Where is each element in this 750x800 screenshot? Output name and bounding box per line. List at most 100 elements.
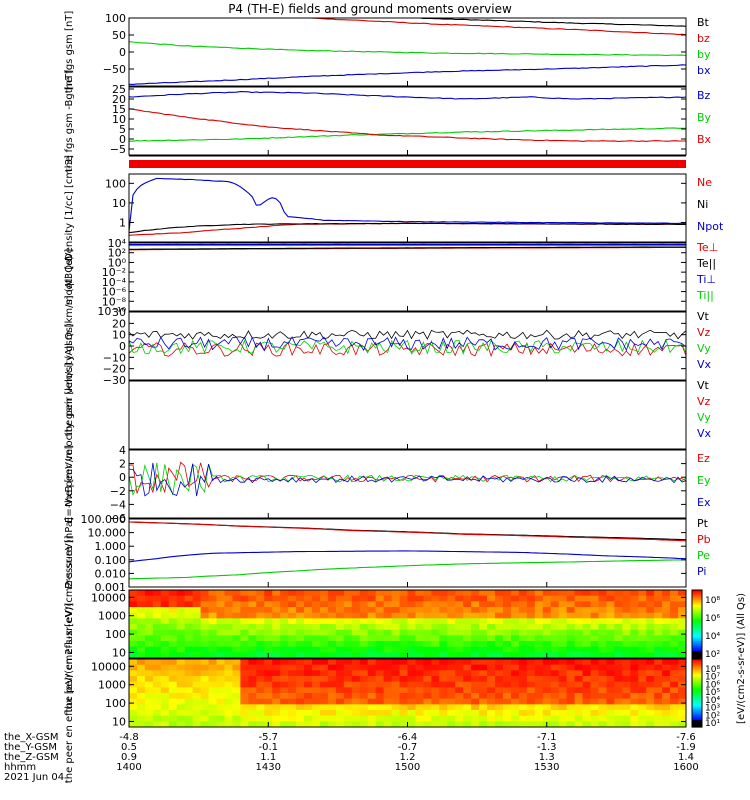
heatmap-cell xyxy=(534,704,544,711)
heatmap-cell xyxy=(351,607,361,614)
heatmap-cell xyxy=(383,652,393,658)
heatmap-cell xyxy=(264,676,273,683)
heatmap-cell xyxy=(606,624,615,631)
heatmap-cell xyxy=(319,590,329,597)
heatmap-cell xyxy=(614,659,623,666)
heatmap-cell xyxy=(431,607,440,614)
heatmap-cell xyxy=(630,687,639,694)
heatmap-cell xyxy=(304,595,313,602)
y-tick-label: 10 xyxy=(112,646,126,659)
heatmap-cell xyxy=(272,659,281,666)
heatmap-cell xyxy=(431,595,440,602)
heatmap-cell xyxy=(455,710,464,717)
y-tick-label: 1 xyxy=(119,216,126,229)
panel-8: 100.00010.0001.0000.1000.0100.001Pressur… xyxy=(64,513,711,594)
heatmap-cell xyxy=(129,664,138,671)
heatmap-cell xyxy=(391,693,401,700)
heatmap-cell xyxy=(455,681,464,688)
heatmap-cell xyxy=(129,601,138,608)
x-tick-label: 1430 xyxy=(256,762,281,773)
heatmap-cell xyxy=(558,710,568,717)
heatmap-cell xyxy=(463,590,472,597)
heatmap-cell xyxy=(606,601,615,608)
heatmap-cell xyxy=(471,710,480,717)
heatmap-cell xyxy=(399,641,409,648)
heatmap-cell xyxy=(534,687,544,694)
heatmap-cell xyxy=(192,652,202,658)
heatmap-cell xyxy=(502,687,512,694)
heatmap-cell xyxy=(280,646,289,653)
heatmap-cell xyxy=(200,687,210,694)
heatmap-cell xyxy=(136,659,146,666)
heatmap-cell xyxy=(590,664,600,671)
heatmap-cell xyxy=(614,624,623,631)
heatmap-cell xyxy=(327,659,337,666)
heatmap-cell xyxy=(248,635,257,642)
heatmap-cell xyxy=(614,646,623,653)
heatmap-cell xyxy=(502,693,512,700)
colorbar-segment xyxy=(692,694,702,697)
heatmap-cell xyxy=(670,590,679,597)
heatmap-cell xyxy=(367,652,377,658)
heatmap-cell xyxy=(399,721,409,727)
heatmap-cell xyxy=(399,629,409,636)
heatmap-cell xyxy=(598,624,608,631)
heatmap-cell xyxy=(391,687,401,694)
heatmap-cell xyxy=(582,612,592,619)
heatmap-cell xyxy=(463,715,472,722)
heatmap-cell xyxy=(256,641,265,648)
heatmap-cell xyxy=(288,704,297,711)
heatmap-cell xyxy=(463,601,472,608)
heatmap-cell xyxy=(160,664,170,671)
heatmap-cell xyxy=(510,664,520,671)
colorbar-segment xyxy=(692,595,702,598)
colorbar-segment xyxy=(692,637,702,640)
heatmap-cell xyxy=(582,659,592,666)
heatmap-cell xyxy=(431,659,440,666)
heatmap-cell xyxy=(614,652,623,658)
heatmap-cell xyxy=(447,715,456,722)
colorbar-segment xyxy=(692,681,702,684)
heatmap-cell xyxy=(248,715,257,722)
heatmap-cell xyxy=(463,687,472,694)
heatmap-cell xyxy=(550,664,560,671)
colorbar-segment xyxy=(692,677,702,680)
colorbar-segment xyxy=(692,603,702,606)
heatmap-cell xyxy=(192,693,202,700)
heatmap-cell xyxy=(383,595,393,602)
heatmap-cell xyxy=(471,595,480,602)
colorbar-segment xyxy=(692,632,702,635)
heatmap-cell xyxy=(463,595,472,602)
heatmap-cell xyxy=(574,646,584,653)
heatmap-cell xyxy=(224,693,234,700)
heatmap-cell xyxy=(351,710,361,717)
heatmap-cell xyxy=(184,693,194,700)
heatmap-cell xyxy=(399,710,409,717)
heatmap-cell xyxy=(614,693,623,700)
heatmap-cell xyxy=(415,641,425,648)
heatmap-cell xyxy=(558,721,568,727)
x-axis: -4.80.50.91400-5.7-0.11.11430-6.4-0.71.2… xyxy=(4,81,699,783)
heatmap-cell xyxy=(550,607,560,614)
heatmap-cell xyxy=(367,601,377,608)
heatmap-cell xyxy=(630,664,639,671)
colorbar-segment xyxy=(692,686,702,689)
heatmap-cell xyxy=(558,670,568,677)
heatmap-cell xyxy=(152,704,162,711)
colorbar-tick-label: 10⁶ xyxy=(705,680,720,690)
heatmap-cell xyxy=(224,590,234,597)
heatmap-cell xyxy=(415,635,425,642)
heatmap-cell xyxy=(248,698,257,705)
heatmap-cell xyxy=(662,624,671,631)
heatmap-cell xyxy=(487,664,496,671)
heatmap-cell xyxy=(327,646,337,653)
heatmap-cell xyxy=(654,659,663,666)
heatmap-cell xyxy=(550,618,560,625)
heatmap-cell xyxy=(216,687,226,694)
heatmap-cell xyxy=(296,635,305,642)
heatmap-cell xyxy=(510,698,520,705)
colorbar-tick-label: 10³ xyxy=(705,704,720,714)
heatmap-cell xyxy=(264,590,273,597)
heatmap-cell xyxy=(495,698,504,705)
heatmap-cell xyxy=(208,704,218,711)
